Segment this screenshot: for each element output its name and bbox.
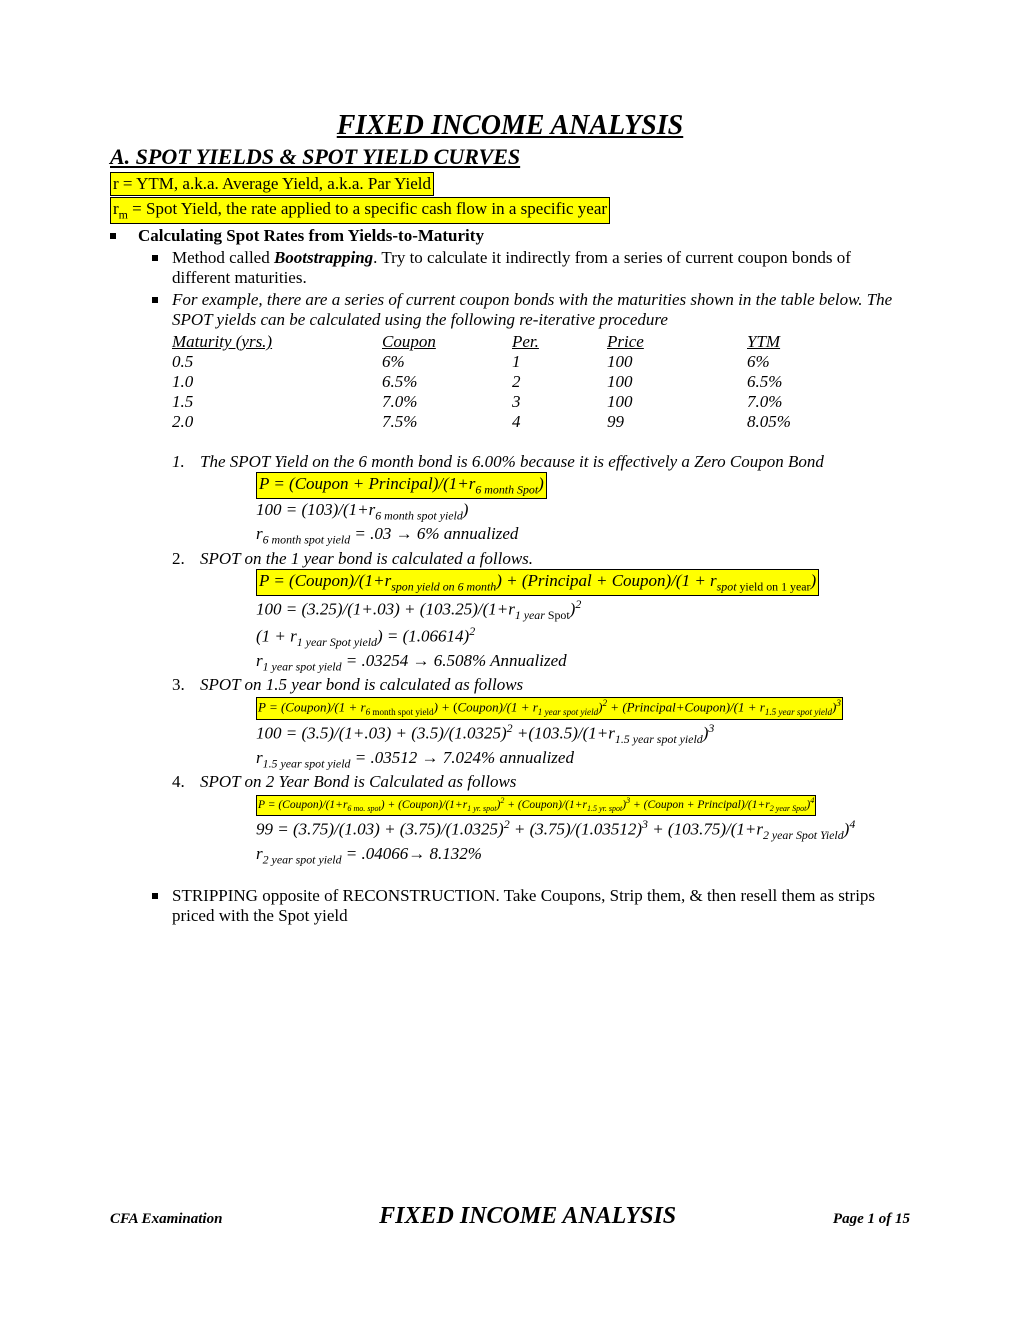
section-heading: A. SPOT YIELDS & SPOT YIELD CURVES — [110, 144, 910, 170]
formula-highlight: P = (Coupon)/(1+rspon yield on 6 month) … — [256, 569, 819, 596]
list-item-3: 3. SPOT on 1.5 year bond is calculated a… — [172, 675, 910, 771]
bullet-item-calc: Calculating Spot Rates from Yields-to-Ma… — [110, 226, 910, 246]
bullet-item-example: For example, there are a series of curre… — [152, 290, 910, 330]
formula-highlight: P = (Coupon + Principal)/(1+r6 month Spo… — [256, 472, 547, 499]
bullet-text: For example, there are a series of curre… — [172, 290, 910, 330]
bullet-text: Calculating Spot Rates from Yields-to-Ma… — [138, 226, 484, 246]
bullet-text: Method called Bootstrapping. Try to calc… — [172, 248, 910, 288]
table-row: 0.5 6% 1 100 6% — [172, 352, 910, 372]
footer-right: Page 1 of 15 — [833, 1211, 910, 1228]
list-item-1: 1. The SPOT Yield on the 6 month bond is… — [172, 452, 910, 548]
bullet-icon — [152, 255, 158, 261]
bond-table: Maturity (yrs.) Coupon Per. Price YTM 0.… — [172, 332, 910, 432]
col-header-ytm: YTM — [747, 332, 847, 352]
page-footer: CFA Examination FIXED INCOME ANALYSIS Pa… — [110, 1203, 910, 1230]
footer-center: FIXED INCOME ANALYSIS — [222, 1203, 833, 1230]
bullet-icon — [110, 233, 116, 239]
bullet-item-stripping: STRIPPING opposite of RECONSTRUCTION. Ta… — [152, 886, 910, 926]
footer-left: CFA Examination — [110, 1211, 222, 1228]
bullet-icon — [152, 893, 158, 899]
bullet-text: STRIPPING opposite of RECONSTRUCTION. Ta… — [172, 886, 910, 926]
formula-highlight: P = (Coupon)/(1+r6 mo. spot) + (Coupon)/… — [256, 795, 816, 816]
formula-highlight: P = (Coupon)/(1 + r6 month spot yield) +… — [256, 697, 843, 720]
page-title: FIXED INCOME ANALYSIS — [110, 110, 910, 142]
table-row: 2.0 7.5% 4 99 8.05% — [172, 412, 910, 432]
bullet-icon — [152, 297, 158, 303]
list-item-4: 4. SPOT on 2 Year Bond is Calculated as … — [172, 772, 910, 868]
table-row: 1.5 7.0% 3 100 7.0% — [172, 392, 910, 412]
definition-rm: rm = Spot Yield, the rate applied to a s… — [110, 197, 910, 224]
highlight-rm: rm = Spot Yield, the rate applied to a s… — [110, 197, 610, 224]
numbered-list: 1. The SPOT Yield on the 6 month bond is… — [172, 452, 910, 868]
highlight-r: r = YTM, a.k.a. Average Yield, a.k.a. Pa… — [110, 172, 434, 196]
list-item-2: 2. SPOT on the 1 year bond is calculated… — [172, 549, 910, 675]
col-header-price: Price — [607, 332, 747, 352]
bullet-item-method: Method called Bootstrapping. Try to calc… — [152, 248, 910, 288]
col-header-maturity: Maturity (yrs.) — [172, 332, 382, 352]
definition-r: r = YTM, a.k.a. Average Yield, a.k.a. Pa… — [110, 172, 910, 196]
table-row: 1.0 6.5% 2 100 6.5% — [172, 372, 910, 392]
col-header-per: Per. — [512, 332, 607, 352]
col-header-coupon: Coupon — [382, 332, 512, 352]
table-header-row: Maturity (yrs.) Coupon Per. Price YTM — [172, 332, 910, 352]
